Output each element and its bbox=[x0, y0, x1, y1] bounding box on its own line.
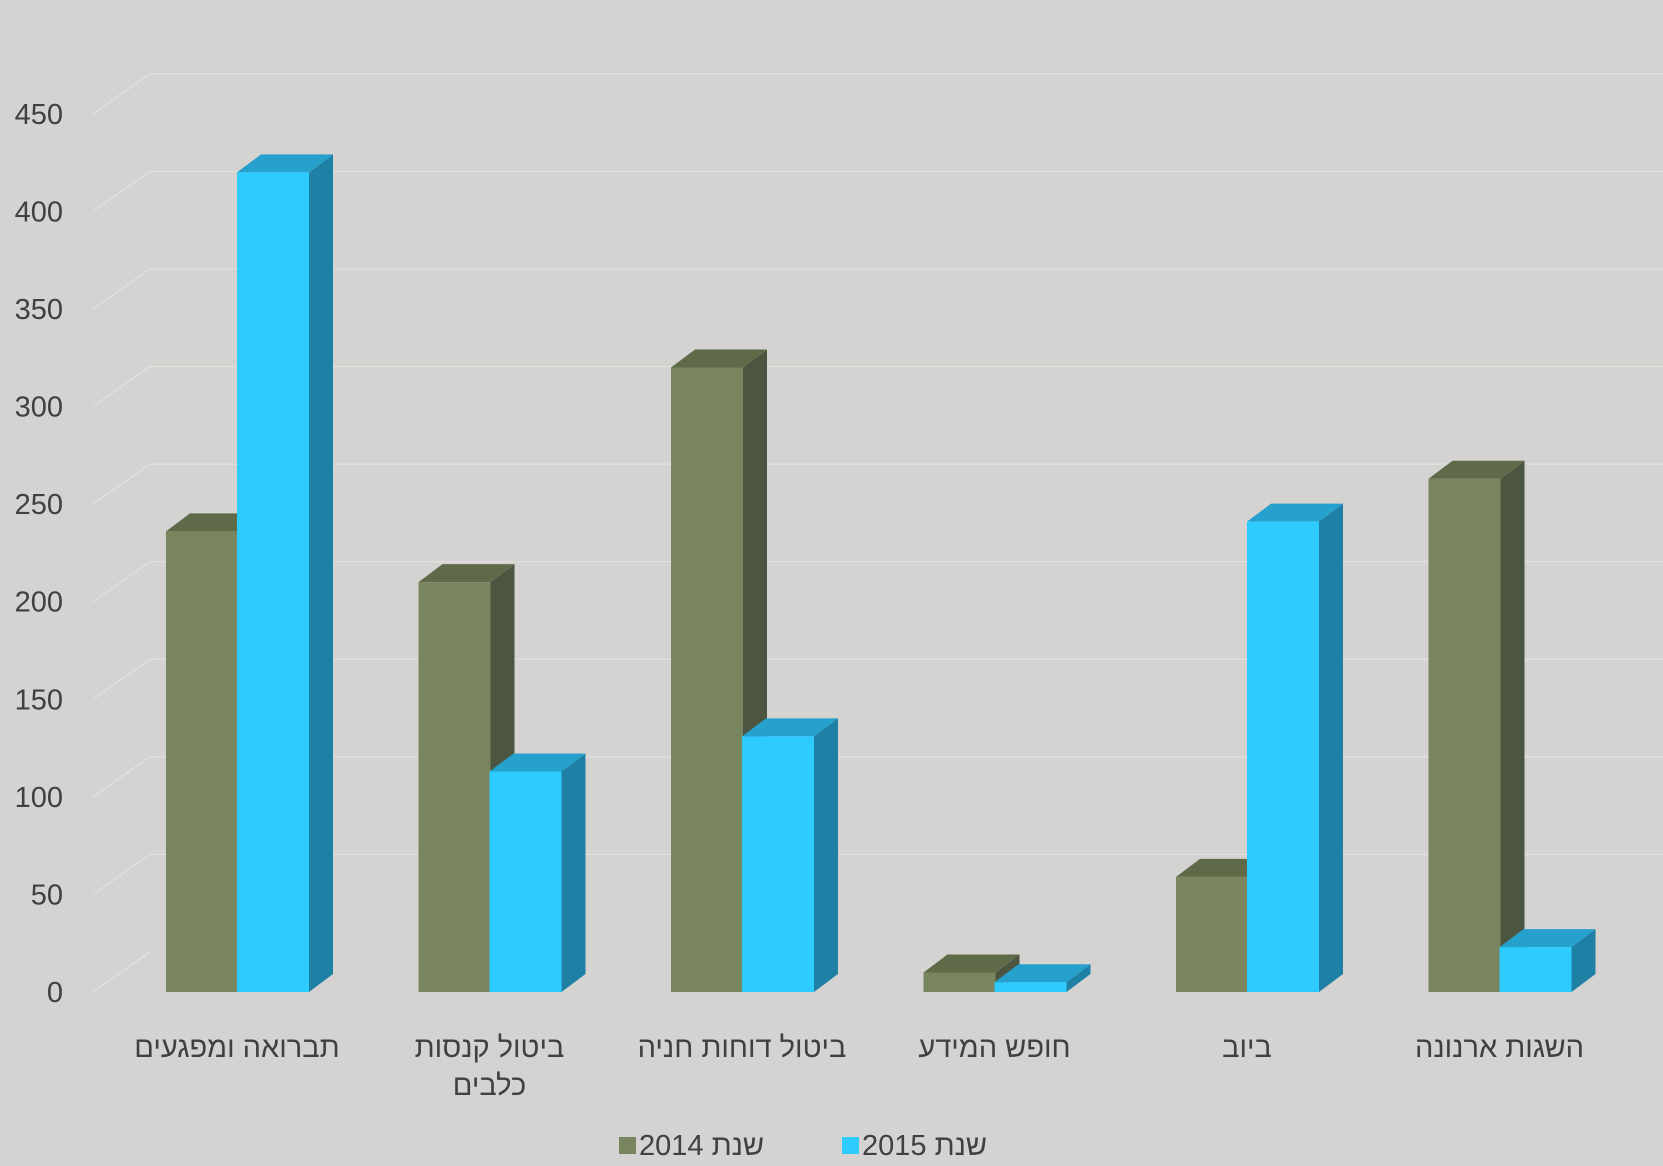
gridline-depth-250 bbox=[92, 463, 151, 505]
x-category-label: כלבים bbox=[453, 1070, 526, 1102]
legend-swatch bbox=[842, 1137, 859, 1154]
bar-top bbox=[489, 753, 586, 772]
gridline-depth-200 bbox=[92, 561, 151, 603]
bar-2015-cat-5 bbox=[1499, 929, 1596, 992]
bar-top bbox=[1499, 929, 1596, 948]
x-category-label: השגות ארנונה bbox=[1415, 1032, 1584, 1064]
bar-top bbox=[994, 964, 1091, 983]
y-tick-label: 50 bbox=[31, 879, 63, 911]
bar-front bbox=[1176, 876, 1248, 992]
x-category-label: ביוב bbox=[1222, 1032, 1272, 1064]
bar-front bbox=[1247, 521, 1319, 992]
bar-front bbox=[418, 582, 491, 992]
legend-swatch bbox=[619, 1137, 636, 1154]
bar-side bbox=[1319, 503, 1343, 992]
legend-label: שנת 2015 bbox=[862, 1130, 987, 1161]
bar-side bbox=[1066, 964, 1091, 992]
y-tick-label: 250 bbox=[15, 489, 63, 521]
bar-2014-cat-5 bbox=[1428, 460, 1525, 992]
y-tick-label: 100 bbox=[15, 782, 63, 814]
gridline-depth-400 bbox=[92, 170, 151, 212]
bar-side bbox=[309, 154, 333, 992]
bar-front bbox=[994, 982, 1067, 992]
bar-side bbox=[814, 718, 838, 992]
x-category-label: ביטול דוחות חניה bbox=[638, 1032, 847, 1064]
gridline-depth-150 bbox=[92, 658, 151, 700]
gridline-depth-100 bbox=[92, 756, 151, 798]
bar-top bbox=[1428, 460, 1525, 479]
x-category-label: חופש המידע bbox=[918, 1032, 1070, 1064]
gridlines bbox=[92, 73, 1663, 993]
y-axis-tick-labels: 0 50 100 150 200 250 300 350 400 450 bbox=[15, 99, 63, 1009]
gridline-depth-450 bbox=[92, 73, 151, 115]
y-tick-label: 300 bbox=[15, 392, 63, 424]
bar-top bbox=[418, 564, 515, 583]
legend-label: שנת 2014 bbox=[639, 1130, 764, 1161]
y-tick-label: 0 bbox=[47, 977, 63, 1009]
bar-front bbox=[166, 531, 238, 992]
bar-2015-cat-2 bbox=[742, 718, 838, 992]
y-tick-label: 400 bbox=[15, 196, 63, 228]
gridline-depth-300 bbox=[92, 366, 151, 408]
y-tick-label: 350 bbox=[15, 294, 63, 326]
legend: שנת 2014 שנת 2015 bbox=[619, 1130, 987, 1162]
bar-front bbox=[923, 972, 996, 992]
bar-front bbox=[237, 172, 309, 992]
bar-side bbox=[1500, 460, 1525, 992]
gridline-depth-50 bbox=[92, 853, 151, 895]
bar-front bbox=[1499, 947, 1572, 992]
bar-front bbox=[1428, 478, 1501, 992]
bar-side bbox=[1571, 929, 1596, 992]
bar-front bbox=[742, 736, 814, 992]
bar-top bbox=[671, 349, 767, 368]
bar-top bbox=[742, 718, 838, 737]
bar-top bbox=[1247, 503, 1343, 522]
legend-item-0: שנת 2014 bbox=[619, 1130, 764, 1162]
y-tick-label: 450 bbox=[15, 99, 63, 131]
bar-2015-cat-4 bbox=[1247, 503, 1343, 992]
y-tick-label: 200 bbox=[15, 587, 63, 619]
bar-side bbox=[561, 753, 586, 992]
bar-2015-cat-0 bbox=[237, 154, 333, 992]
x-category-label: ביטול קנסות bbox=[415, 1032, 565, 1064]
x-axis-category-labels: תברואה ומפגעים ביטול קנסות כלבים ביטול דוחו… bbox=[134, 1032, 1584, 1102]
legend-item-1: שנת 2015 bbox=[842, 1130, 987, 1162]
bar-2015-cat-3 bbox=[994, 964, 1091, 992]
bar-front bbox=[489, 771, 562, 992]
gridline-depth-350 bbox=[92, 268, 151, 310]
y-tick-label: 150 bbox=[15, 684, 63, 716]
bars bbox=[166, 154, 1596, 992]
bar-top bbox=[923, 954, 1020, 973]
gridline-depth-0 bbox=[92, 951, 151, 993]
bar-2015-cat-1 bbox=[489, 753, 586, 992]
x-category-label: תברואה ומפגעים bbox=[134, 1032, 339, 1064]
bar-top bbox=[237, 154, 333, 173]
bar-front bbox=[671, 367, 743, 992]
